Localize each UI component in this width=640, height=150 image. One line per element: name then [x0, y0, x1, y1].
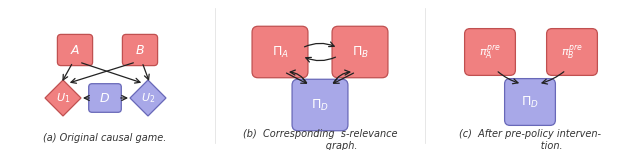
Text: (a) Original causal game.: (a) Original causal game. [44, 133, 166, 143]
Text: $A$: $A$ [70, 44, 80, 57]
Text: (c)  After pre-policy interven-
              tion.: (c) After pre-policy interven- tion. [459, 129, 601, 150]
Text: $B$: $B$ [135, 44, 145, 57]
Text: $\pi_A^{pre}$: $\pi_A^{pre}$ [479, 43, 501, 61]
Polygon shape [130, 80, 166, 116]
Text: $\pi_B^{pre}$: $\pi_B^{pre}$ [561, 43, 583, 61]
Text: $U_1$: $U_1$ [56, 91, 70, 105]
FancyBboxPatch shape [547, 29, 597, 75]
Text: $D$: $D$ [99, 92, 111, 105]
Text: $\Pi_A$: $\Pi_A$ [271, 44, 289, 60]
Text: (b)  Corresponding  s-relevance
              graph.: (b) Corresponding s-relevance graph. [243, 129, 397, 150]
Polygon shape [45, 80, 81, 116]
Text: $\Pi_D$: $\Pi_D$ [311, 98, 329, 112]
FancyBboxPatch shape [58, 34, 93, 66]
Text: $U_2$: $U_2$ [141, 91, 155, 105]
FancyBboxPatch shape [252, 26, 308, 78]
FancyBboxPatch shape [292, 79, 348, 131]
FancyBboxPatch shape [89, 84, 122, 112]
FancyBboxPatch shape [504, 79, 556, 125]
Text: $\Pi_B$: $\Pi_B$ [351, 44, 369, 60]
FancyBboxPatch shape [465, 29, 515, 75]
Text: $\Pi_D$: $\Pi_D$ [521, 94, 539, 110]
FancyBboxPatch shape [332, 26, 388, 78]
FancyBboxPatch shape [122, 34, 157, 66]
